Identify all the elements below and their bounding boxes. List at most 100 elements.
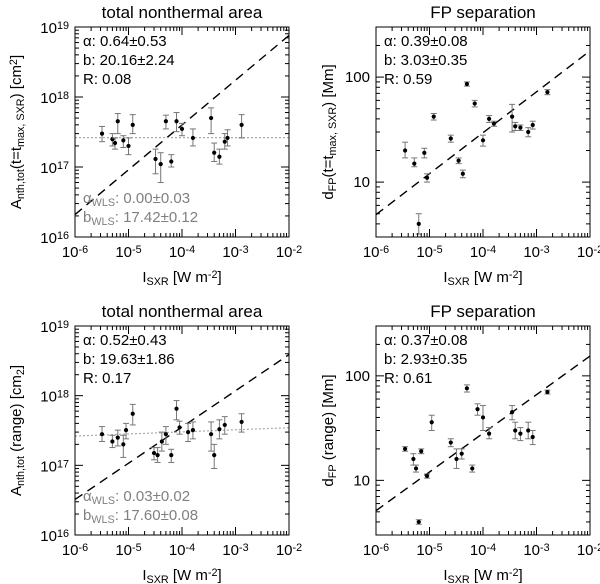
point-marker: [459, 451, 464, 456]
point-marker: [419, 449, 424, 454]
x-axis: 10-6 10-5 10-4 10-3 10-2: [363, 27, 600, 261]
point-marker: [110, 439, 115, 444]
data-point: [447, 438, 454, 448]
point-marker: [239, 122, 244, 127]
x-tick-label: 10-3: [523, 244, 549, 261]
x-tick-label: 10-2: [276, 542, 302, 559]
y-axis-label: dFP (range) [Mm]: [320, 374, 339, 486]
data-point: [415, 519, 422, 525]
point-marker: [431, 114, 436, 119]
fit-line: [75, 353, 289, 501]
y-tick-label: 1019: [40, 20, 69, 37]
data-point: [114, 113, 121, 135]
point-marker: [530, 434, 535, 440]
point-marker: [454, 456, 459, 462]
x-tick-label: 10-4: [470, 244, 496, 261]
x-tick-label: 10-3: [222, 244, 248, 261]
point-marker: [123, 428, 129, 433]
data-point: [216, 148, 223, 165]
point-marker: [112, 140, 118, 146]
point-marker: [510, 409, 515, 415]
point-marker: [217, 154, 222, 159]
point-marker: [121, 138, 126, 143]
data-point: [179, 122, 185, 137]
data-point: [114, 429, 121, 447]
x-tick-label: 10-5: [115, 244, 141, 261]
point-marker: [99, 131, 105, 136]
point-marker: [99, 432, 105, 437]
point-marker: [510, 114, 515, 119]
point-marker: [163, 119, 168, 124]
y-tick-label: 1018: [40, 90, 69, 107]
data-point: [463, 384, 470, 393]
data-point: [421, 147, 428, 159]
data-point: [129, 403, 136, 426]
data-point: [529, 120, 536, 130]
fit-stat: α: 0.52±0.43: [83, 332, 167, 349]
data-point: [486, 115, 493, 123]
fit-stat: b: 2.93±0.35: [384, 351, 467, 368]
point-marker: [429, 420, 434, 425]
point-marker: [545, 389, 550, 395]
point-marker: [424, 175, 430, 180]
data-point: [189, 421, 196, 440]
data-point: [123, 422, 130, 440]
data-point: [430, 113, 437, 121]
data-point: [176, 420, 183, 435]
panel-title: total nonthermal area: [102, 3, 263, 22]
fit-stats: α: 0.52±0.43 b: 19.63±1.86 R: 0.17: [83, 332, 175, 387]
data-point: [109, 434, 116, 449]
data-point: [411, 157, 418, 168]
point-marker: [513, 124, 518, 129]
data-point: [221, 416, 228, 435]
y-tick-label: 1016: [40, 230, 69, 247]
data-point: [154, 447, 161, 463]
point-marker: [212, 453, 217, 458]
data-point: [185, 422, 192, 442]
data-point: [418, 448, 425, 455]
point-marker: [518, 431, 523, 436]
data-point: [173, 112, 180, 133]
fit-stat: R: 0.59: [384, 71, 432, 88]
data-point: [125, 137, 132, 156]
point-marker: [448, 136, 453, 141]
point-marker: [225, 135, 230, 141]
y-tick-label: 1017: [40, 160, 69, 177]
point-marker: [153, 156, 158, 162]
y-tick-label: 1017: [40, 458, 69, 475]
y-tick-label: 1018: [40, 388, 69, 405]
data-point: [211, 142, 218, 162]
data-point: [158, 431, 165, 452]
x-axis: 10-6 10-5 10-4 10-3 10-2: [363, 326, 600, 559]
plot-area: [75, 353, 289, 501]
x-tick-label: 10-2: [577, 244, 600, 261]
point-marker: [179, 126, 185, 132]
point-marker: [115, 435, 120, 440]
point-marker: [472, 101, 477, 106]
data-point: [129, 114, 136, 135]
panel-title: FP separation: [430, 3, 536, 22]
point-marker: [130, 122, 135, 127]
point-marker: [424, 473, 430, 479]
fit-stat: R: 0.17: [83, 370, 131, 387]
x-tick-label: 10-5: [416, 244, 442, 261]
point-marker: [190, 135, 196, 141]
point-marker: [475, 407, 480, 412]
data-point: [455, 157, 462, 165]
data-point: [447, 134, 454, 143]
data-point: [189, 128, 196, 147]
data-point: [221, 133, 228, 150]
data-point: [152, 148, 159, 175]
data-point: [424, 473, 431, 479]
fit-stat: b: 19.63±1.86: [83, 351, 175, 368]
data-point: [424, 173, 431, 183]
y-axis: 10 100: [345, 44, 590, 225]
point-marker: [403, 148, 408, 153]
point-marker: [470, 466, 475, 471]
point-marker: [239, 419, 244, 425]
x-tick-label: 10-6: [363, 542, 389, 559]
x-tick-label: 10-6: [62, 542, 88, 559]
point-marker: [456, 158, 461, 163]
